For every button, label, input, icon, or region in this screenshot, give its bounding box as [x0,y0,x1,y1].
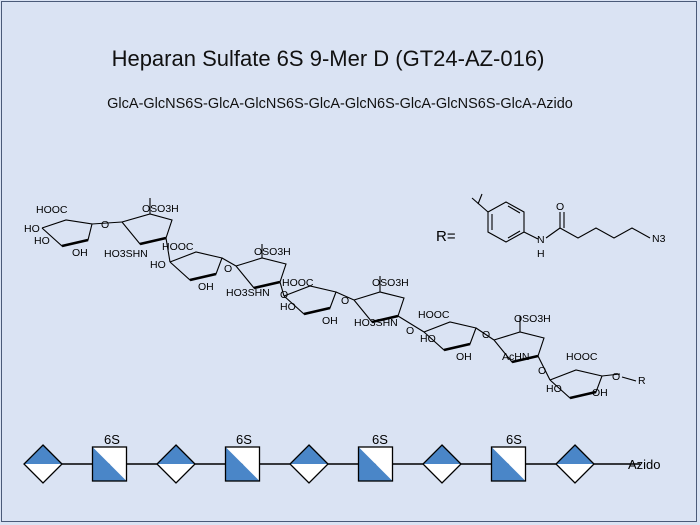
label-o-link-4: O [280,289,288,301]
label-hooc-7: HOOC [418,309,450,321]
label-azide: N3 [652,233,666,245]
label-oh-3: OH [198,281,214,293]
label-hooc-9: HOOC [566,351,598,363]
glca-diamond-symbol [422,444,462,484]
label-ho-3: HO [150,259,166,271]
page-title: Heparan Sulfate 6S 9-Mer D (GT24-AZ-016) [111,46,545,71]
label-ho-1b: HO [34,235,50,247]
r-equals-label: R= [436,228,456,245]
r-group-structure [471,193,651,243]
glcn-square-symbol [224,446,261,482]
label-oh-5: OH [322,315,338,327]
label-oh-9: OH [592,387,608,399]
label-o-link-1: O [101,219,109,231]
glcn-square-symbol [490,446,527,482]
label-ho-9: HO [546,383,562,395]
glcn-square-symbol [357,446,394,482]
label-so3h-2: OSO3H [142,203,179,215]
label-nh-n: N [537,234,545,246]
label-oh-1: OH [72,247,88,259]
sulfation-label: 6S [372,432,388,447]
glca-diamond-symbol [289,444,329,484]
label-o-link-5: O [341,295,349,307]
label-ho3shn-6: HO3SHN [354,317,398,329]
label-so3h-8: OSO3H [514,313,551,325]
label-so3h-4: OSO3H [254,246,291,258]
glca-diamond-symbol [156,444,196,484]
label-r: R [638,375,646,387]
sulfation-label: 6S [236,432,252,447]
label-o-link-8: O [538,365,546,377]
label-o-r: O [612,371,620,383]
label-oh-7: OH [456,351,472,363]
sulfation-label: 6S [104,432,120,447]
label-ho-7: HO [420,333,436,345]
label-hooc-5: HOOC [282,277,314,289]
label-so3h-6: OSO3H [372,277,409,289]
sulfation-label: 6S [506,432,522,447]
label-o-link-6: O [406,325,414,337]
sequence-text: GlcA-GlcNS6S-GlcA-GlcNS6S-GlcA-GlcN6S-Gl… [107,96,573,112]
label-o-link-7: O [482,329,490,341]
label-carbonyl-o: O [556,201,564,213]
label-ho3shn-2: HO3SHN [104,248,148,260]
label-achn-8: AcHN [502,351,529,363]
label-ho3shn-4: HO3SHN [226,287,270,299]
label-o-link-3: O [224,263,232,275]
label-hooc-3: HOOC [162,241,194,253]
glca-diamond-symbol [555,444,595,484]
azido-label: Azido [628,457,661,472]
label-nh-h: H [537,248,545,260]
label-ho-1a: HO [24,223,40,235]
label-ho-5: HO [280,301,296,313]
label-hooc-1: HOOC [36,204,68,216]
glca-diamond-symbol [23,444,63,484]
glcn-square-symbol [91,446,128,482]
